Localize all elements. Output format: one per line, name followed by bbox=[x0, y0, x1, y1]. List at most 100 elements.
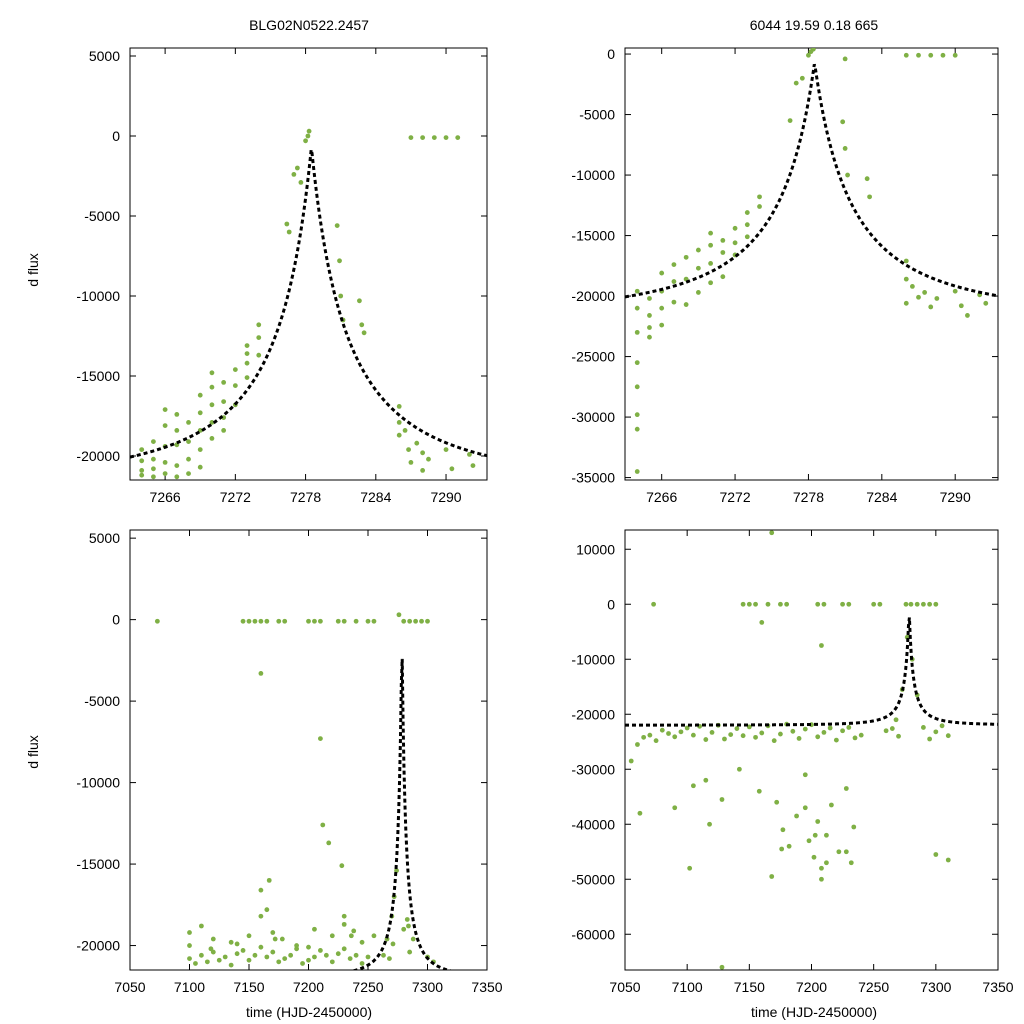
data-point bbox=[824, 832, 829, 838]
data-point bbox=[258, 887, 264, 893]
data-point bbox=[318, 948, 323, 953]
data-point bbox=[396, 432, 402, 438]
data-point bbox=[690, 732, 696, 738]
data-point bbox=[848, 860, 854, 866]
data-point bbox=[303, 138, 308, 144]
data-point bbox=[339, 863, 345, 869]
data-point bbox=[256, 352, 262, 358]
model-curve bbox=[350, 658, 454, 970]
data-point bbox=[209, 436, 215, 441]
data-point bbox=[634, 384, 640, 390]
data-point bbox=[401, 618, 407, 624]
data-point bbox=[744, 210, 750, 215]
data-point bbox=[282, 618, 288, 624]
data-point bbox=[371, 618, 377, 624]
data-point bbox=[744, 222, 750, 228]
data-point bbox=[695, 247, 701, 253]
data-point bbox=[778, 731, 783, 737]
x-tick-label: 7272 bbox=[220, 489, 251, 505]
data-point bbox=[258, 671, 264, 676]
data-point bbox=[647, 334, 652, 340]
x-tick-label: 7050 bbox=[609, 979, 640, 995]
data-point bbox=[928, 304, 934, 310]
data-point bbox=[756, 788, 762, 794]
data-point bbox=[320, 822, 326, 828]
y-tick-label: -20000 bbox=[76, 448, 120, 464]
data-point bbox=[647, 325, 652, 330]
data-point bbox=[443, 447, 449, 452]
data-point bbox=[408, 135, 414, 141]
data-point bbox=[276, 618, 282, 624]
data-point bbox=[840, 601, 845, 607]
data-point bbox=[728, 732, 734, 737]
y-tick-label: -5000 bbox=[579, 107, 615, 123]
data-point bbox=[883, 728, 889, 734]
data-point bbox=[186, 420, 191, 425]
data-point bbox=[934, 296, 940, 301]
data-point bbox=[765, 601, 771, 607]
x-tick-label: 7266 bbox=[646, 489, 677, 505]
data-point bbox=[359, 322, 365, 328]
x-tick-label: 7266 bbox=[150, 489, 181, 505]
data-point bbox=[867, 194, 872, 200]
data-point bbox=[683, 254, 689, 260]
data-point bbox=[921, 601, 926, 607]
data-point bbox=[846, 725, 852, 730]
data-point bbox=[922, 290, 928, 295]
data-point bbox=[945, 733, 951, 739]
data-point bbox=[252, 618, 258, 624]
data-point bbox=[402, 428, 408, 433]
data-point bbox=[420, 468, 426, 473]
y-tick-label: -20000 bbox=[76, 938, 120, 954]
plot-data-area bbox=[130, 128, 487, 480]
plot-data-area bbox=[154, 612, 454, 970]
x-tick-label: 7150 bbox=[734, 979, 765, 995]
data-point bbox=[312, 954, 317, 960]
data-point bbox=[821, 730, 827, 735]
data-point bbox=[821, 601, 827, 607]
data-point bbox=[246, 933, 252, 939]
y-tick-label: -20000 bbox=[571, 288, 615, 304]
panel-bottom-right: 10000 0 -10000 -20000 -30000 -40000 -50000 -600… bbox=[571, 529, 1014, 995]
data-point bbox=[162, 407, 168, 412]
data-point bbox=[683, 302, 689, 307]
data-point bbox=[348, 933, 354, 939]
data-point bbox=[174, 474, 180, 480]
panel-bottom-left: 5000 0 -5000 -10000 -15000 -20000 7050 7100 7150… bbox=[76, 529, 503, 995]
data-point bbox=[819, 643, 824, 648]
data-point bbox=[671, 299, 677, 305]
data-point bbox=[256, 335, 262, 340]
data-point bbox=[232, 383, 238, 388]
data-point bbox=[734, 726, 740, 731]
data-point bbox=[635, 742, 640, 747]
data-point bbox=[353, 618, 359, 624]
data-point bbox=[246, 957, 252, 963]
data-point bbox=[634, 305, 640, 311]
data-point bbox=[337, 258, 342, 264]
data-point bbox=[720, 274, 726, 280]
data-point bbox=[634, 412, 640, 418]
data-point bbox=[790, 728, 796, 734]
data-point bbox=[300, 961, 305, 966]
data-point bbox=[371, 933, 377, 939]
data-point bbox=[221, 399, 227, 404]
data-point bbox=[812, 832, 818, 838]
data-point bbox=[252, 952, 258, 958]
data-point bbox=[305, 133, 311, 139]
x-tick-label: 7284 bbox=[360, 489, 391, 505]
data-point bbox=[341, 913, 347, 919]
data-point bbox=[470, 463, 476, 468]
data-point bbox=[334, 223, 340, 229]
data-point bbox=[329, 933, 335, 939]
data-point bbox=[896, 733, 901, 739]
data-point bbox=[659, 305, 665, 311]
data-point bbox=[222, 954, 228, 960]
x-tick-label: 7300 bbox=[412, 979, 443, 995]
data-point bbox=[672, 805, 678, 811]
data-point bbox=[244, 351, 250, 356]
data-point bbox=[279, 936, 285, 942]
y-tick-label: -25000 bbox=[571, 349, 615, 365]
data-point bbox=[793, 80, 799, 86]
y-tick-label: -10000 bbox=[76, 288, 120, 304]
